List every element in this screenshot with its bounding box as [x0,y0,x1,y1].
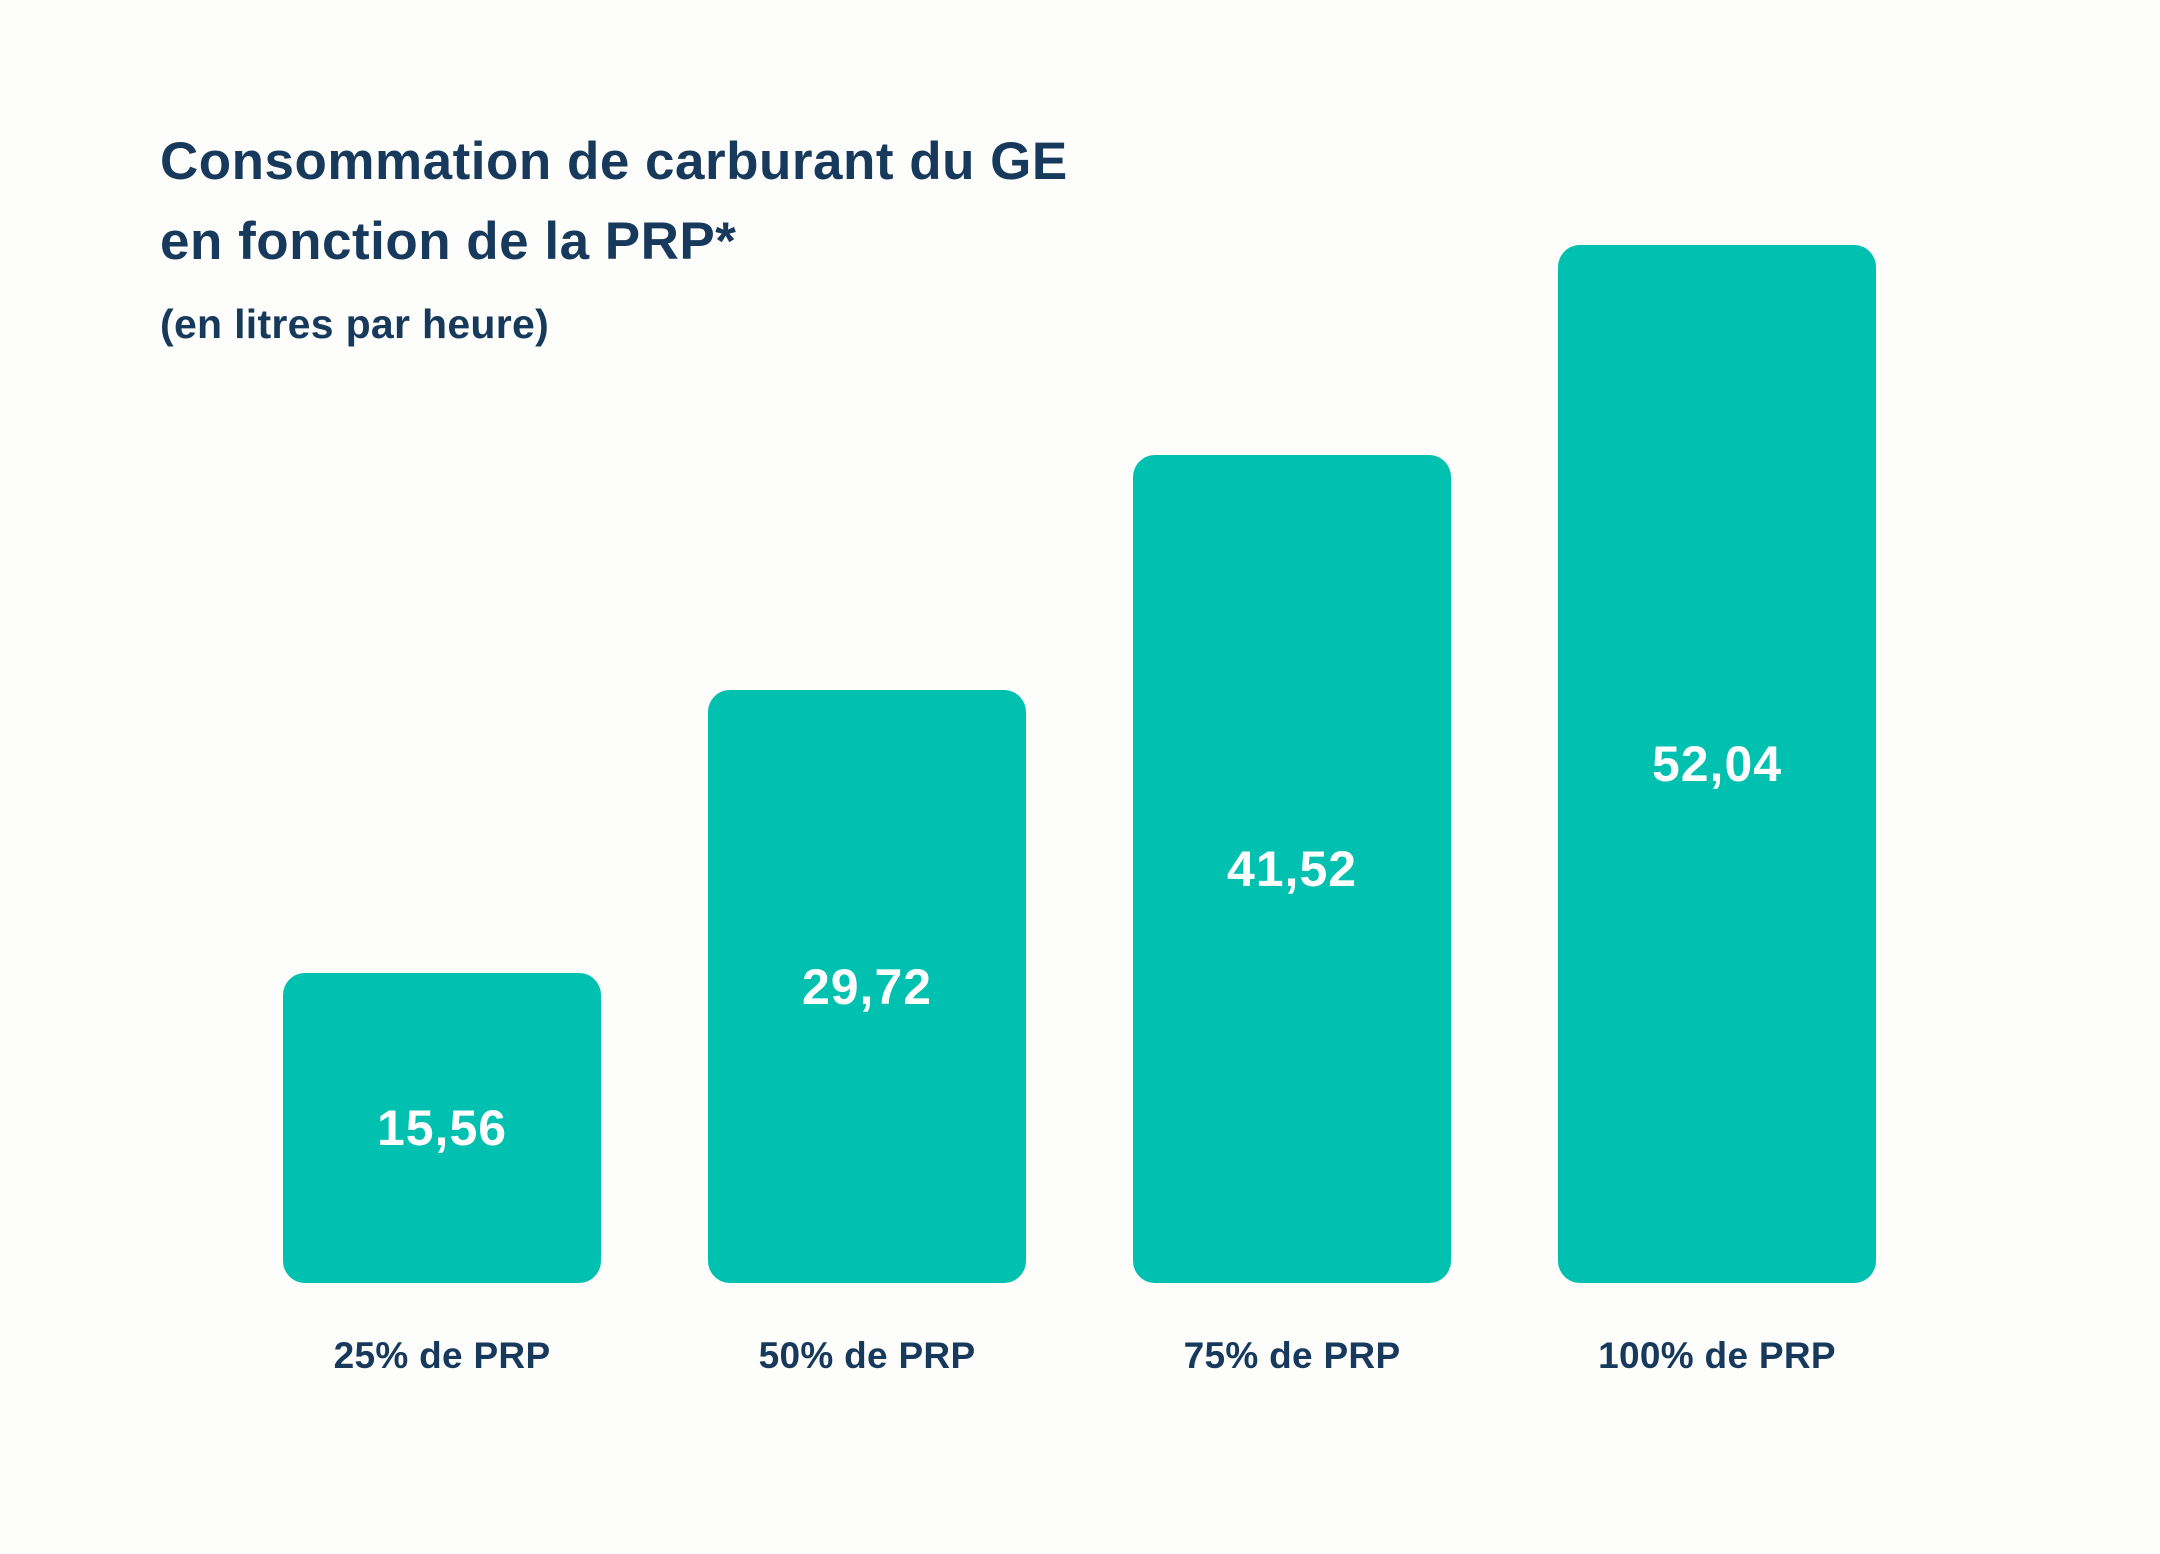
bar-value-label: 15,56 [376,1099,508,1156]
title-block: Consommation de carburant du GE en fonct… [160,122,1068,352]
bar-value-label: 52,04 [1651,736,1783,792]
category-label: 50% de PRP [758,1335,976,1376]
chart-subtitle: (en litres par heure) [160,301,550,347]
category-label: 100% de PRP [1598,1335,1836,1376]
bar-chart: 15,56 25% de PRP 29,72 50% de PRP 41,52 75% d… [283,245,1876,1376]
bar-column: 15,56 25% de PRP [283,245,601,1376]
bar: 29,72 [708,690,1026,1283]
page-title-line1: Consommation de carburant du GE [160,132,1068,191]
bar-value-label: 41,52 [1226,840,1358,897]
category-label: 25% de PRP [333,1335,551,1376]
bar: 52,04 [1558,245,1876,1283]
bar-value-label: 29,72 [801,958,933,1015]
bar-column: 29,72 50% de PRP [708,245,1026,1376]
bar: 41,52 [1133,454,1451,1283]
bar: 15,56 [283,972,601,1283]
category-label: 75% de PRP [1183,1335,1401,1376]
page-title-line2: en fonction de la PRP* [160,212,737,271]
bar-column: 41,52 75% de PRP [1133,245,1451,1376]
bar-column: 52,04 100% de PRP [1558,245,1876,1376]
